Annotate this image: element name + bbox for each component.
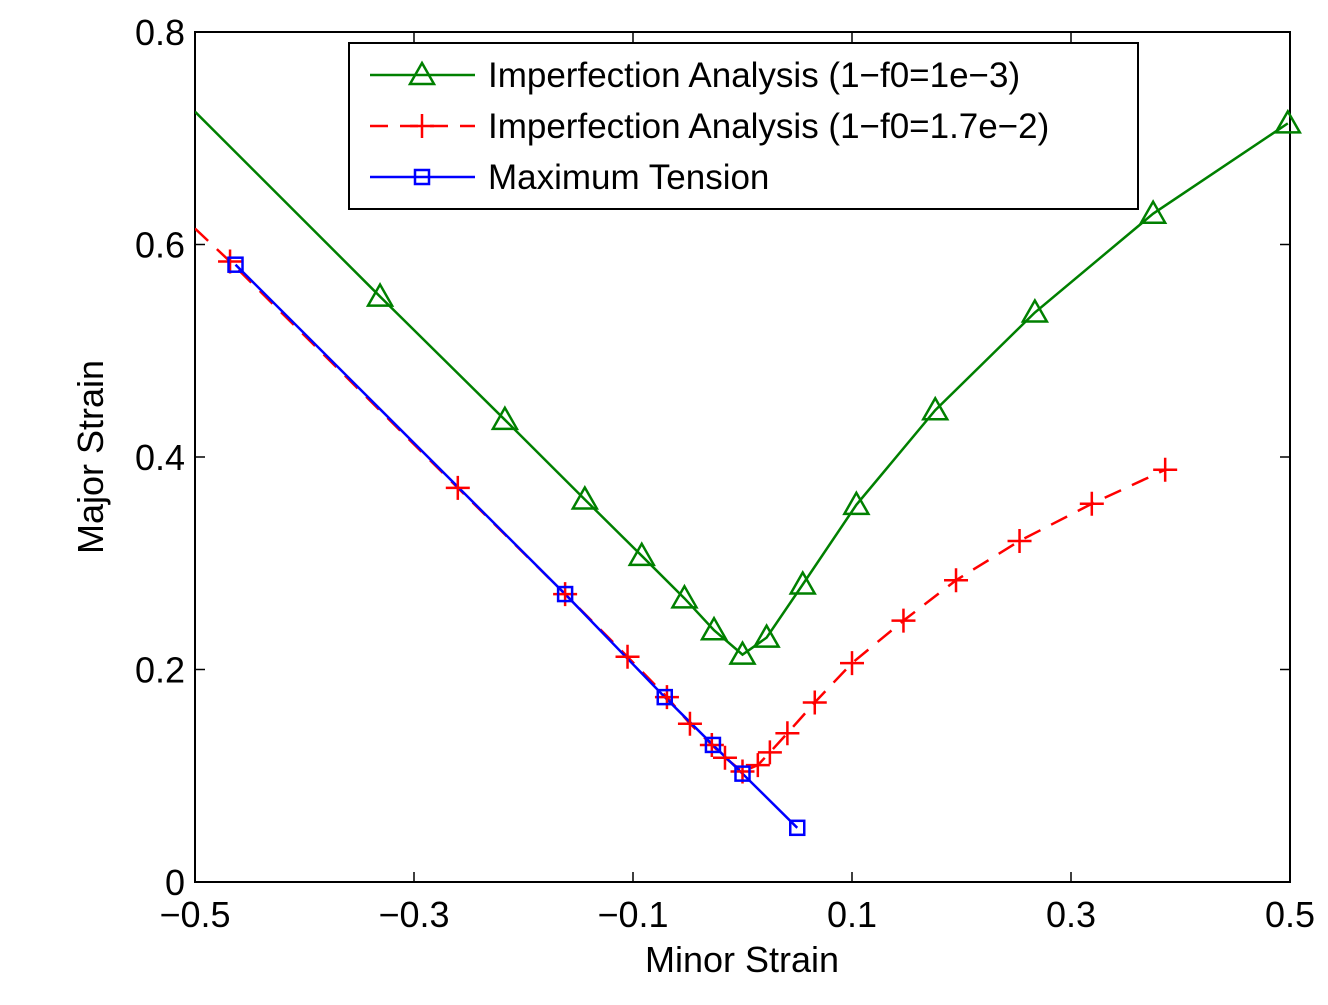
data-point-triangle	[1273, 108, 1302, 134]
data-point-square	[556, 585, 574, 603]
data-point-triangle	[842, 490, 871, 516]
legend-label: Imperfection Analysis (1−f0=1e−3)	[488, 56, 1020, 95]
data-point-plus	[944, 568, 969, 593]
y-tick-label: 0.4	[135, 437, 185, 478]
data-point-plus	[1153, 457, 1178, 482]
legend-label: Imperfection Analysis (1−f0=1.7e−2)	[488, 107, 1049, 146]
data-point-square	[227, 256, 244, 273]
data-point-plus	[775, 721, 800, 746]
data-point-triangle	[788, 569, 817, 595]
series-line-0	[195, 110, 1289, 657]
y-tick-label: 0.6	[135, 225, 185, 266]
data-point-triangle	[365, 282, 395, 307]
data-point-plus	[757, 740, 782, 765]
data-point-square	[789, 819, 806, 837]
data-point-plus	[840, 651, 864, 676]
axis-ticks: −0.5 −0.3 −0.1 0.1 0.3 0.5 0 0.2 0.4 0.6 0.8	[135, 12, 1315, 935]
legend: Imperfection Analysis (1−f0=1e−3) Imperfe…	[348, 42, 1139, 210]
data-point-plus	[445, 475, 470, 500]
legend-marker-plus	[410, 114, 434, 138]
data-point-triangle	[1138, 199, 1168, 224]
data-point-triangle	[670, 583, 699, 609]
data-point-plus	[677, 711, 702, 736]
data-point-plus	[615, 644, 640, 669]
data-point-triangle	[921, 395, 950, 421]
data-point-plus	[891, 608, 916, 633]
data-point-square	[734, 765, 751, 782]
x-tick-label: 0.1	[827, 894, 877, 935]
x-tick-label: −0.3	[378, 894, 449, 935]
data-point-triangle	[627, 541, 656, 567]
y-axis-label: Major Strain	[70, 360, 111, 554]
markers-group	[218, 108, 1302, 837]
data-point-plus	[745, 753, 770, 778]
legend-marker-square	[413, 168, 431, 186]
data-point-triangle	[699, 615, 729, 641]
legend-box	[348, 42, 1139, 210]
legend-label: Maximum Tension	[488, 158, 769, 197]
x-tick-label: −0.1	[597, 894, 668, 935]
data-point-triangle	[490, 405, 520, 431]
x-tick-label: −0.5	[159, 894, 230, 935]
data-point-plus	[1007, 528, 1032, 553]
x-tick-label: 0.5	[1265, 894, 1315, 935]
y-tick-label: 0.8	[135, 12, 185, 53]
x-tick-label: 0.3	[1046, 894, 1096, 935]
data-point-triangle	[728, 640, 757, 665]
data-point-triangle	[570, 484, 599, 510]
data-point-triangle	[1020, 297, 1050, 323]
data-point-plus	[218, 249, 243, 274]
data-point-plus	[1079, 491, 1104, 516]
data-point-plus	[712, 745, 737, 770]
data-point-square	[704, 736, 722, 754]
legend-marker-triangle	[407, 60, 437, 86]
y-tick-label: 0.2	[135, 650, 185, 691]
data-point-square	[656, 688, 674, 706]
y-tick-label: 0	[165, 862, 185, 903]
x-axis-label: Minor Strain	[645, 939, 839, 980]
data-point-triangle	[752, 623, 781, 648]
data-point-plus	[802, 690, 827, 715]
